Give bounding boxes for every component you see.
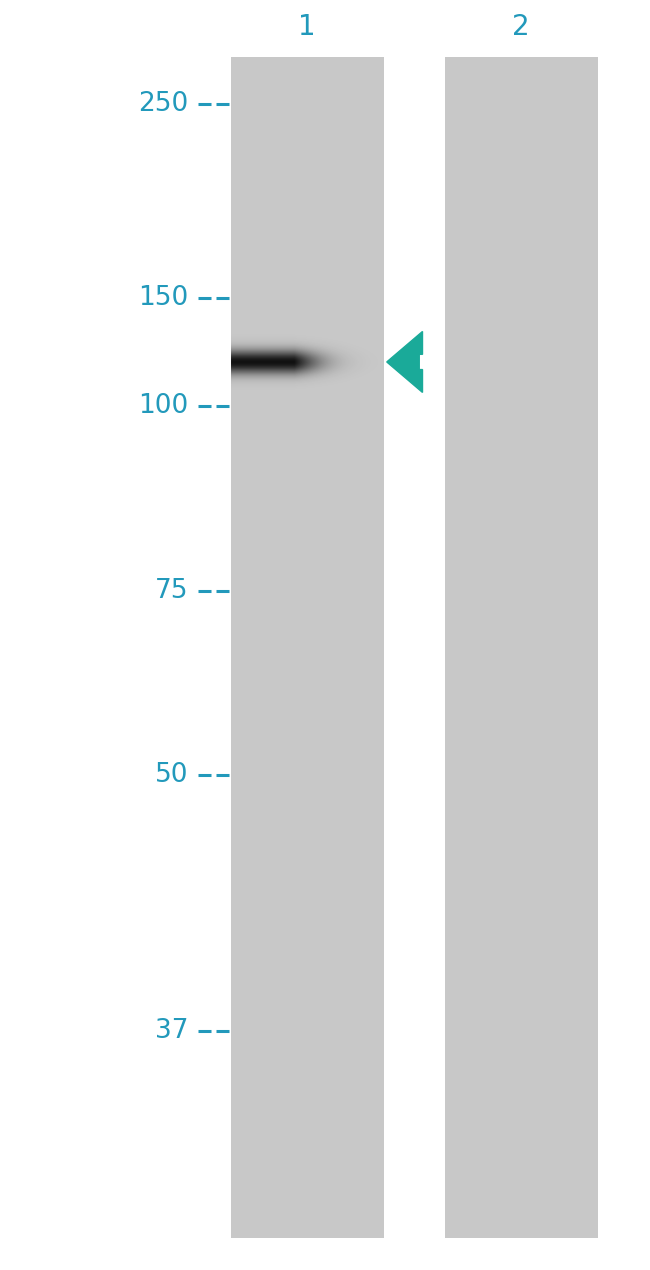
Bar (231, 57, 384, 1238)
Text: 100: 100 (138, 394, 188, 419)
Text: 75: 75 (155, 578, 188, 603)
Bar (445, 57, 598, 1238)
Text: 50: 50 (155, 762, 188, 787)
Text: 150: 150 (138, 286, 188, 311)
Text: 37: 37 (155, 1019, 188, 1044)
Text: 2: 2 (512, 13, 530, 41)
Text: 1: 1 (298, 13, 316, 41)
Text: 250: 250 (138, 91, 188, 117)
FancyArrow shape (387, 331, 422, 392)
